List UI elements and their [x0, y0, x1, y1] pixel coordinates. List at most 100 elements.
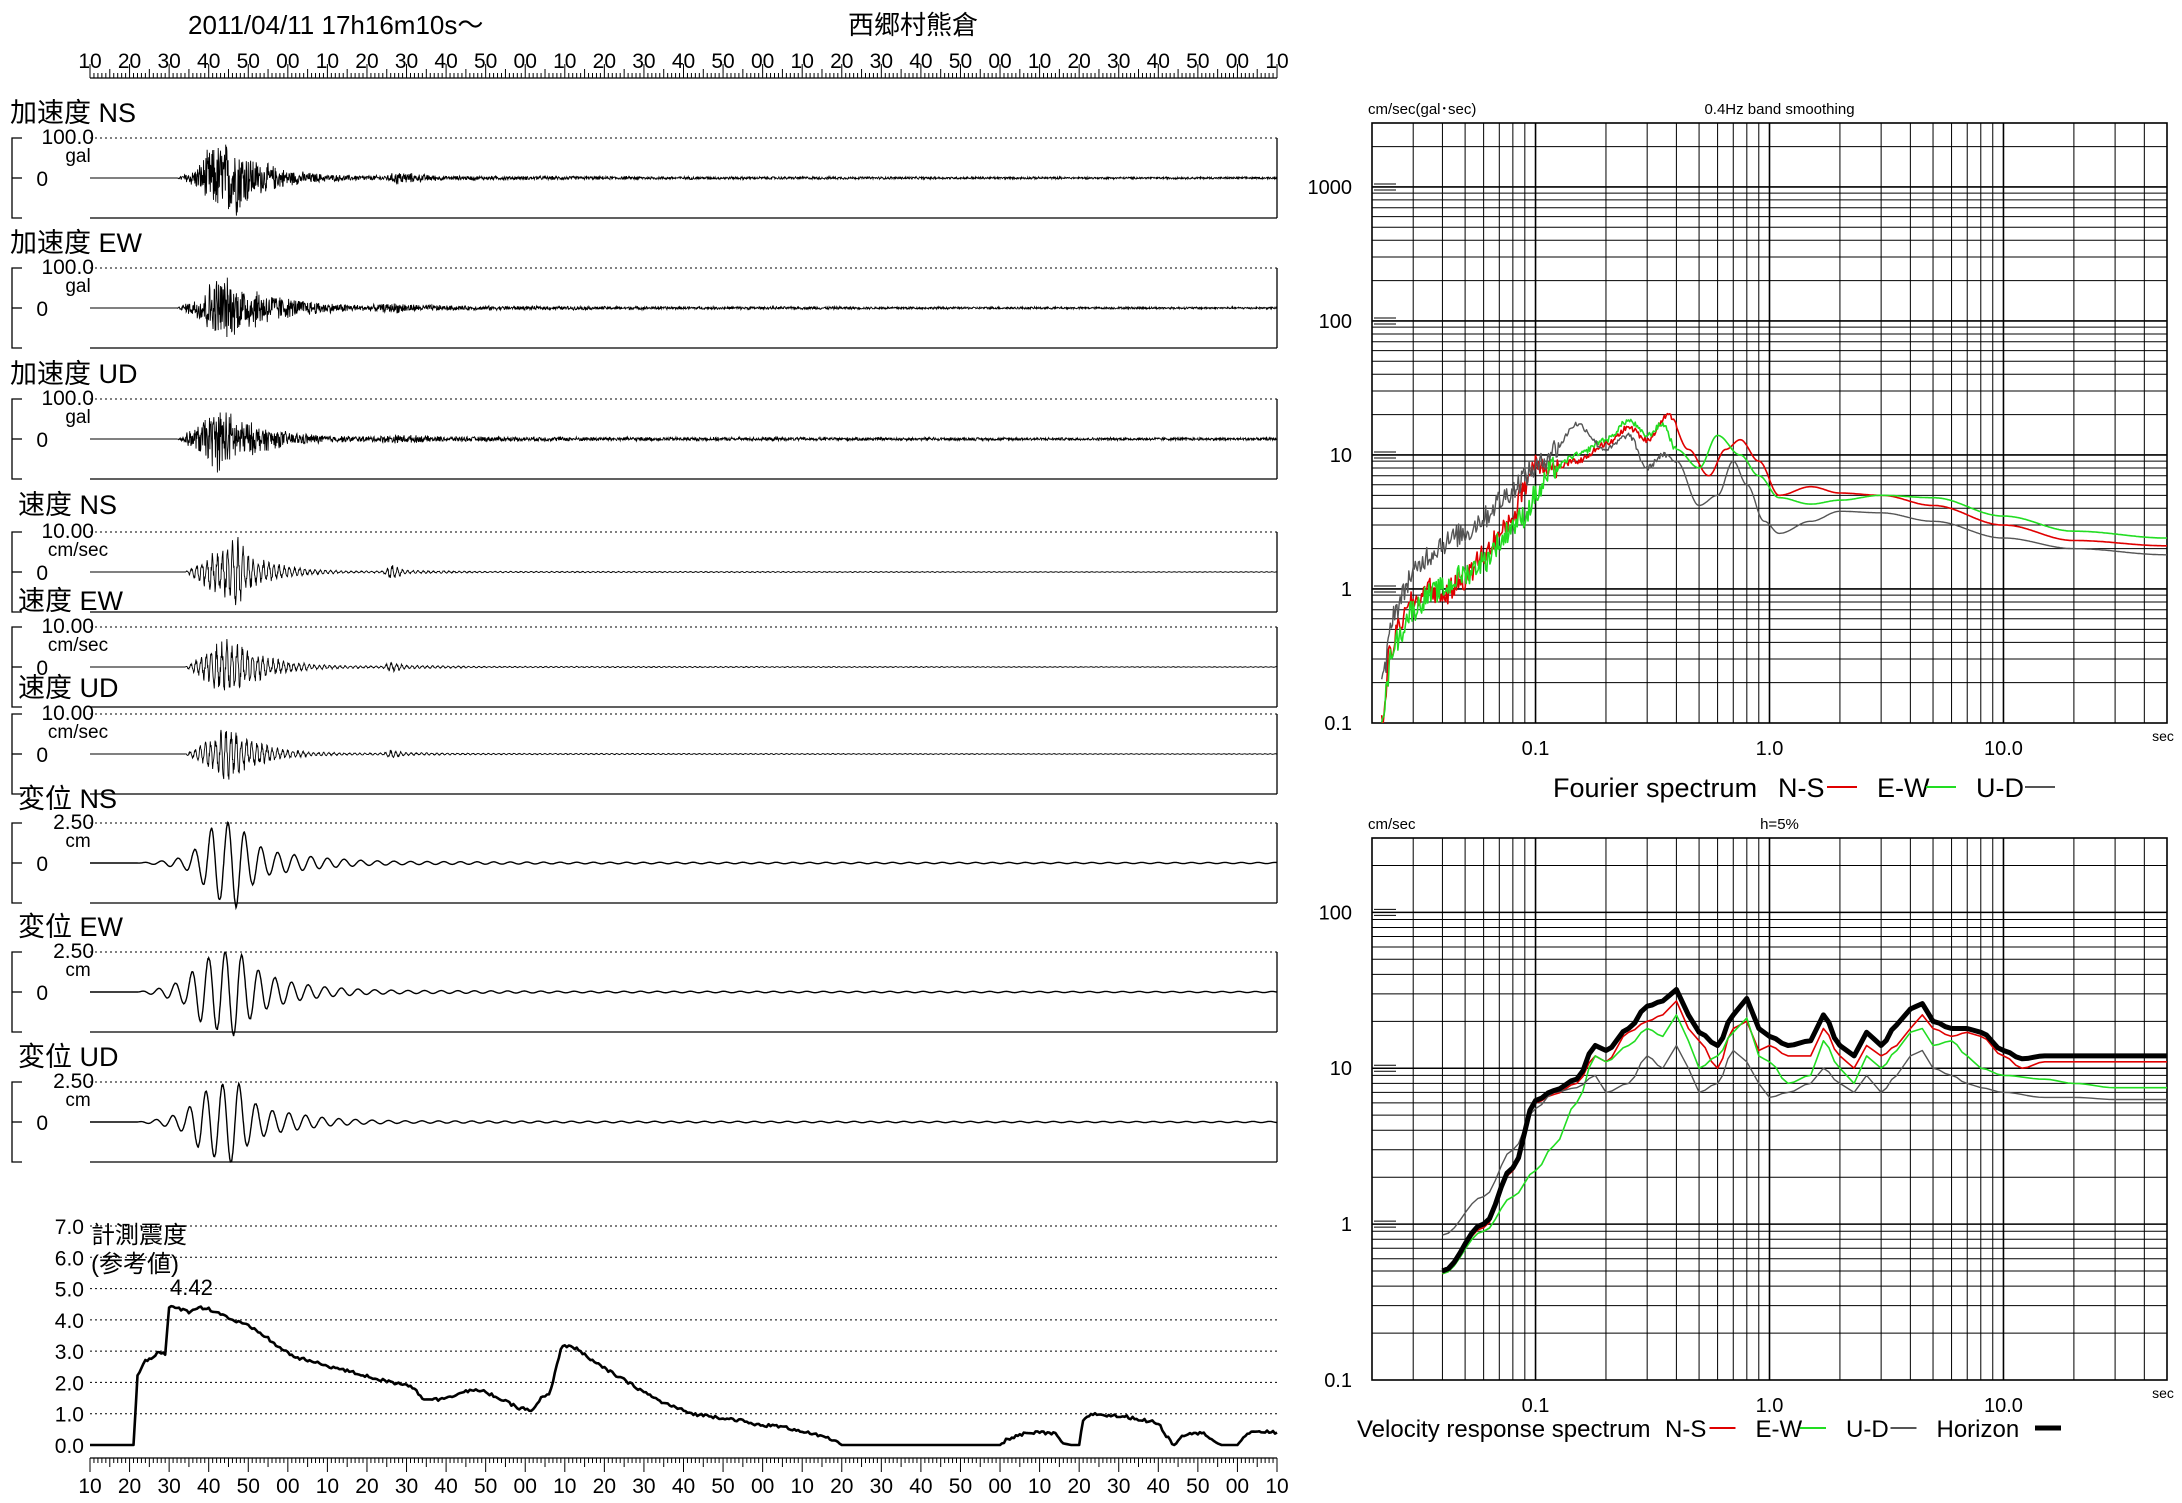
- time-tick-label: 00: [988, 1475, 1011, 1498]
- panel-scale: 100.0: [41, 256, 94, 279]
- time-tick-label: 40: [434, 50, 457, 73]
- chart-note: 0.4Hz band smoothing: [1704, 101, 1854, 118]
- intensity-line: [90, 1304, 1278, 1447]
- intensity-ytick-label: 5.0: [55, 1279, 84, 1302]
- panel-zero-label: 0: [36, 168, 48, 191]
- panel-title: 変位 NS: [18, 784, 117, 814]
- time-tick-label: 40: [672, 50, 695, 73]
- y-axis-label: cm/sec(gal･sec): [1368, 101, 1476, 118]
- legend: Fourier spectrum N-S E-W U-D: [1553, 773, 2055, 803]
- waveform-trace: [90, 144, 1278, 216]
- time-tick-label: 50: [711, 50, 734, 73]
- xtick-label: 10.0: [1984, 738, 2023, 760]
- panel-scale: 2.50: [53, 811, 94, 834]
- time-tick-label: 40: [197, 1475, 220, 1498]
- time-tick-label: 40: [197, 50, 220, 73]
- panel-title: 変位 EW: [18, 912, 124, 942]
- time-tick-label: 20: [593, 50, 616, 73]
- time-tick-label: 20: [1067, 50, 1090, 73]
- time-tick-label: 00: [1226, 50, 1249, 73]
- intensity-peak-label: 4.42: [170, 1275, 213, 1300]
- time-tick-label: 10: [1265, 1475, 1288, 1498]
- time-tick-label: 20: [355, 1475, 378, 1498]
- time-tick-label: 40: [1147, 1475, 1170, 1498]
- ytick-label: 1: [1341, 579, 1352, 601]
- time-tick-label: 10: [316, 1475, 339, 1498]
- series-line: [1381, 421, 2167, 680]
- time-tick-label: 50: [1186, 50, 1209, 73]
- panel-scale: 100.0: [41, 126, 94, 149]
- intensity-subtitle: (参考値): [91, 1251, 179, 1278]
- time-tick-label: 50: [474, 50, 497, 73]
- legend-title: Fourier spectrum: [1553, 773, 1757, 803]
- panel-zero-label: 0: [36, 298, 48, 321]
- intensity-ytick-label: 7.0: [55, 1216, 84, 1239]
- time-tick-label: 30: [395, 1475, 418, 1498]
- panel-scale: 100.0: [41, 387, 94, 410]
- ytick-label: 10: [1330, 445, 1352, 467]
- intensity-ytick-label: 0.0: [55, 1435, 84, 1458]
- x-unit-label: sec: [2152, 728, 2174, 744]
- time-tick-label: 30: [1107, 1475, 1130, 1498]
- time-tick-label: 10: [1028, 1475, 1051, 1498]
- waveform-trace: [90, 638, 1278, 691]
- panel-zero-label: 0: [36, 982, 48, 1005]
- time-tick-label: 00: [988, 50, 1011, 73]
- legend-label: N-S: [1665, 1416, 1706, 1443]
- panel-title: 加速度 EW: [10, 228, 143, 258]
- time-tick-label: 20: [118, 1475, 141, 1498]
- legend-label: U-D: [1846, 1416, 1889, 1443]
- time-tick-label: 30: [157, 50, 180, 73]
- legend: Velocity response spectrum N-S E-W U-D Hori…: [1357, 1416, 2061, 1443]
- time-tick-label: 00: [751, 50, 774, 73]
- panel-zero-label: 0: [36, 853, 48, 876]
- time-tick-label: 00: [1226, 1475, 1249, 1498]
- time-tick-label: 00: [276, 50, 299, 73]
- panel-scale: 2.50: [53, 1070, 94, 1093]
- xtick-label: 1.0: [1756, 738, 1784, 760]
- intensity-ytick-label: 4.0: [55, 1310, 84, 1333]
- station-name: 西郷村熊倉: [848, 10, 978, 40]
- panel-title: 加速度 UD: [10, 359, 138, 389]
- time-tick-label: 40: [672, 1475, 695, 1498]
- time-tick-label: 50: [949, 1475, 972, 1498]
- time-tick-label: 30: [395, 50, 418, 73]
- series-line: [1441, 987, 2167, 1274]
- waveform-trace: [90, 277, 1278, 338]
- panel-unit: cm/sec: [48, 540, 108, 561]
- time-tick-label: 40: [909, 50, 932, 73]
- time-tick-label: 10: [1028, 50, 1051, 73]
- time-tick-label: 40: [434, 1475, 457, 1498]
- panel-unit: gal: [65, 276, 90, 297]
- time-tick-label: 20: [1067, 1475, 1090, 1498]
- panel-title: 速度 NS: [18, 490, 117, 520]
- time-tick-label: 10: [553, 50, 576, 73]
- panel-unit: cm/sec: [48, 635, 108, 656]
- panel-scale: 10.00: [41, 520, 94, 543]
- legend-label: N-S: [1778, 773, 1825, 803]
- xtick-label: 0.1: [1522, 738, 1550, 760]
- time-tick-label: 30: [1107, 50, 1130, 73]
- panel-zero-label: 0: [36, 657, 48, 680]
- plot-frame: [1371, 837, 2168, 1381]
- xtick-label: 0.1: [1522, 1395, 1550, 1417]
- time-tick-label: 00: [514, 1475, 537, 1498]
- series-line: [1442, 1014, 2167, 1275]
- panel-unit: cm: [65, 1090, 90, 1111]
- record-datetime: 2011/04/11 17h16m10s〜: [188, 10, 483, 40]
- waveform-trace: [90, 729, 1278, 780]
- time-tick-label: 10: [78, 1475, 101, 1498]
- panel-title: 変位 UD: [18, 1042, 119, 1072]
- ytick-label: 1000: [1308, 177, 1353, 199]
- panel-title: 加速度 NS: [10, 98, 136, 128]
- time-tick-label: 50: [474, 1475, 497, 1498]
- time-tick-label: 10: [1265, 50, 1288, 73]
- intensity-ytick-label: 1.0: [55, 1404, 84, 1427]
